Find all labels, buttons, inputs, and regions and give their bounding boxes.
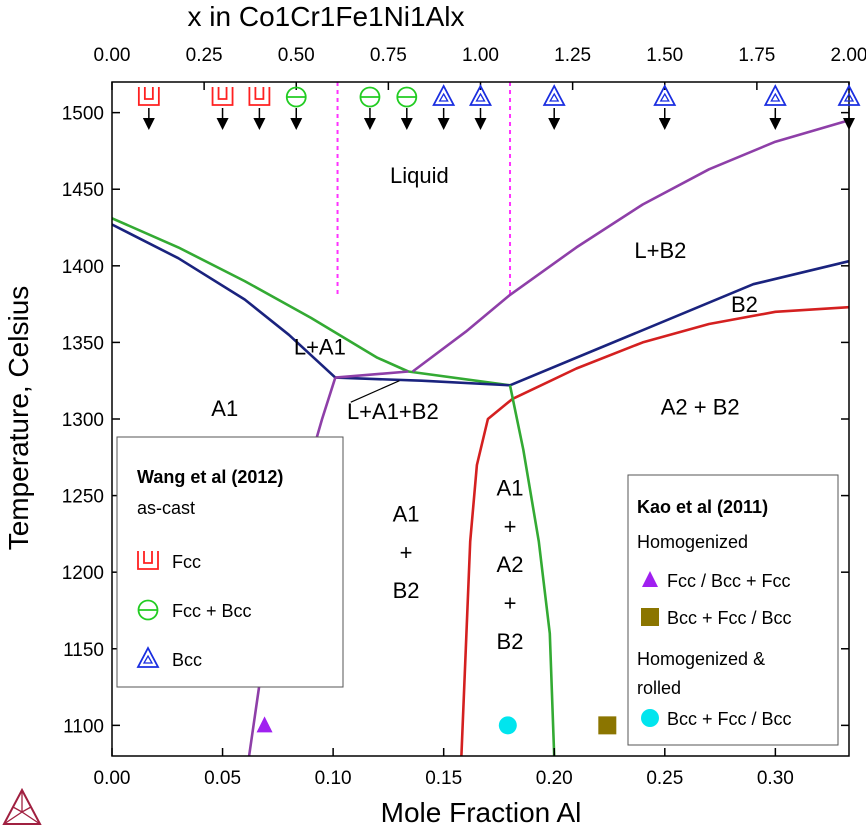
phase-boundary-three-phase-line <box>335 376 511 387</box>
legend-wang-subtitle: as-cast <box>137 498 195 518</box>
y-tick-label: 1100 <box>63 716 104 737</box>
top-tick-label: 0.75 <box>370 45 407 66</box>
top-marker-bcc <box>432 84 456 106</box>
region-label: A1 <box>211 396 238 421</box>
top-marker-fccbcc <box>359 86 381 108</box>
top-tick-label: 0.00 <box>94 45 131 66</box>
region-label: B2 <box>497 629 524 654</box>
phase-boundary-a2-boundary-upper <box>511 305 850 401</box>
y-tick-label: 1500 <box>62 104 104 125</box>
x-tick-label: 0.05 <box>204 768 241 789</box>
y-tick-label: 1300 <box>62 410 104 431</box>
region-label: + <box>504 590 517 615</box>
top-marker-layer <box>137 84 861 130</box>
legend-kao-group2-line2: rolled <box>637 678 681 698</box>
y-tick-label: 1150 <box>63 640 104 661</box>
top-marker-fccbcc <box>285 86 307 108</box>
legend-entry-label: Bcc + Fcc / Bcc <box>667 709 792 729</box>
phase-boundary-liquidus-a1 <box>111 217 511 387</box>
legend-entry-label: Fcc / Bcc + Fcc <box>667 571 791 591</box>
data-marker-square <box>598 716 617 735</box>
tick-layer: 0.00 0.05 0.10 0.15 0.20 0.25 0.30 1100 1150 1200… <box>62 45 866 789</box>
y-tick-label: 1350 <box>62 333 104 354</box>
legend-entry-label: Bcc <box>172 650 202 670</box>
region-leader-line <box>350 380 400 403</box>
x-tick-label: 0.25 <box>646 768 683 789</box>
region-label: A2 + B2 <box>661 394 740 419</box>
legend-wang-entries: Fcc Fcc + Bcc Bcc <box>136 551 252 670</box>
top-marker-bcc <box>542 84 566 106</box>
legend-glyph-fcc <box>137 551 159 570</box>
legend-entry-label: Fcc + Bcc <box>172 601 252 621</box>
region-label: + <box>504 514 517 539</box>
top-marker-fcc <box>211 87 234 106</box>
region-label: B2 <box>393 578 420 603</box>
legend-wang: Wang et al (2012) as-cast Fcc Fcc + Bcc Bc… <box>116 436 344 688</box>
legend-glyph-fccbcc <box>137 599 159 621</box>
data-marker-layer <box>256 716 617 735</box>
x-tick-label: 0.20 <box>536 768 573 789</box>
top-axis-title: x in Co1Cr1Fe1Ni1Alx <box>188 1 465 32</box>
legend-kao-entries: Fcc / Bcc + Fcc Bcc + Fcc / Bcc Bcc + Fcc … <box>641 571 792 729</box>
top-marker-bcc <box>763 84 787 106</box>
top-marker-fccbcc <box>396 86 418 108</box>
region-label: Liquid <box>390 163 449 188</box>
region-label: L+B2 <box>634 238 686 263</box>
legend-glyph-bcc <box>136 646 160 668</box>
legend-kao-group1: Homogenized <box>637 532 748 552</box>
x-tick-label: 0.00 <box>94 768 131 789</box>
top-marker-fcc <box>248 87 271 106</box>
top-marker-bcc <box>837 84 861 106</box>
legend-entry-label: Bcc + Fcc / Bcc <box>667 608 792 628</box>
region-label: A1 <box>393 502 420 527</box>
legend-glyph-circle <box>641 709 659 727</box>
phase-boundary-b2-liquidus <box>411 119 850 373</box>
x-tick-label: 0.15 <box>425 768 462 789</box>
legend-kao-title: Kao et al (2011) <box>637 497 768 517</box>
top-marker-bcc <box>469 84 492 106</box>
top-tick-label: 1.25 <box>554 45 591 66</box>
data-marker-circle <box>498 716 517 735</box>
region-label-layer: Liquid L+B2 B2 L+A1 A1 L+A1+B2 A2 + B2 A1 + B2 A1 +… <box>211 163 758 654</box>
region-label: A2 <box>497 552 524 577</box>
y-tick-label: 1250 <box>62 487 104 508</box>
legend-kao-group2-line1: Homogenized & <box>637 649 765 669</box>
legend-entry-label: Fcc <box>172 552 201 572</box>
thermo-calc-triangle-icon <box>2 787 42 825</box>
y-tick-label: 1450 <box>62 180 104 201</box>
x-tick-label: 0.30 <box>757 768 794 789</box>
legend-kao-box <box>627 474 839 746</box>
top-tick-label: 1.00 <box>462 45 499 66</box>
vline-layer <box>336 82 512 297</box>
top-tick-label: 0.25 <box>186 45 223 66</box>
y-axis-title: Temperature, Celsius <box>3 286 34 551</box>
top-tick-label: 1.50 <box>646 45 683 66</box>
phase-boundary-a1-peritectic-link <box>335 370 409 379</box>
top-tick-label: 0.50 <box>278 45 315 66</box>
phase-boundary-solidus-a1 <box>111 223 337 379</box>
data-marker-triangle <box>256 716 273 733</box>
legend-kao: Kao et al (2011) Homogenized Homogenized… <box>627 474 839 746</box>
legend-wang-box <box>116 436 344 688</box>
region-label: + <box>400 540 413 565</box>
region-label: B2 <box>731 292 758 317</box>
legend-glyph-triangle <box>642 571 658 587</box>
legend-glyph-square <box>641 608 659 626</box>
phase-boundary-a1-a2-boundary <box>508 385 556 757</box>
x-tick-label: 0.10 <box>315 768 352 789</box>
phase-boundary-b2-solvus-upper <box>509 259 850 387</box>
y-tick-label: 1400 <box>62 257 104 278</box>
top-tick-label: 1.75 <box>738 45 775 66</box>
y-tick-label: 1200 <box>62 563 104 584</box>
top-marker-fcc <box>137 87 160 106</box>
top-tick-label: 2.00 <box>831 45 866 66</box>
region-label: L+A1 <box>294 335 346 360</box>
region-label: A1 <box>497 476 524 501</box>
phase-boundary-a2-boundary-lower <box>460 398 514 757</box>
legend-wang-title: Wang et al (2012) <box>137 467 283 487</box>
top-marker-bcc <box>653 84 677 106</box>
region-label: L+A1+B2 <box>347 399 439 424</box>
x-axis-title: Mole Fraction Al <box>381 797 582 828</box>
